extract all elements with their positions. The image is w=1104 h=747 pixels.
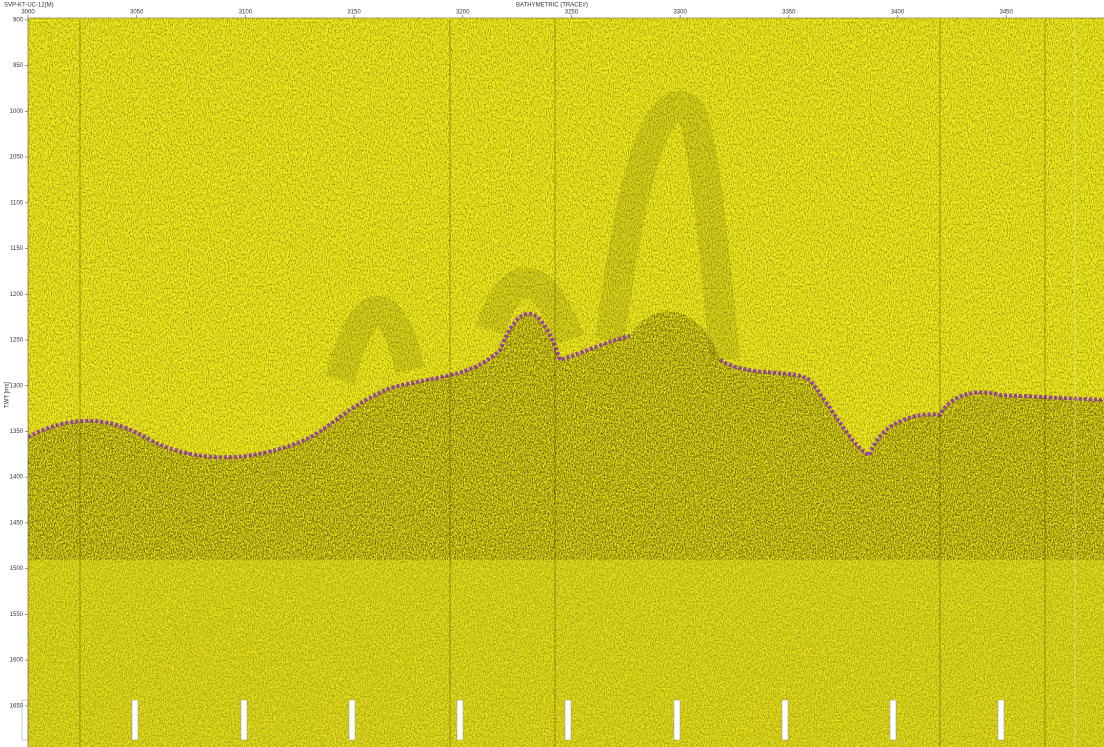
y-tick-label: 950: [13, 63, 24, 69]
y-tick-label: 1500: [10, 566, 24, 572]
x-tick-label: 3300: [673, 10, 687, 16]
x-tick-label: 3150: [347, 10, 361, 16]
y-tick-label: 1000: [10, 109, 24, 115]
x-tick-label: 3450: [1000, 10, 1014, 16]
y-tick-label: 1050: [10, 155, 24, 161]
seismic-texture: [28, 18, 1104, 747]
y-tick-label: 1550: [10, 612, 24, 618]
y-tick-label: 1650: [10, 703, 24, 709]
x-tick-label: 3400: [891, 10, 905, 16]
y-tick-label: 1350: [10, 429, 24, 435]
seismic-section: SVP-KT-UC-12(M) BATHYMETRIC (TRACE#) TWT…: [0, 0, 1104, 747]
y-tick-label: 900: [13, 17, 24, 23]
y-tick-label: 1150: [10, 246, 24, 252]
x-tick-label: 3000: [21, 10, 35, 16]
y-tick-label: 1250: [10, 338, 24, 344]
x-tick-label: 3250: [565, 10, 579, 16]
x-tick-label: 3100: [239, 10, 253, 16]
y-tick-label: 1300: [10, 383, 24, 389]
x-tick-label: 3350: [782, 10, 796, 16]
x-tick-label: 3050: [130, 10, 144, 16]
x-tick-label: 3200: [456, 10, 470, 16]
header-left: SVP-KT-UC-12(M): [4, 3, 54, 9]
page: {"chart_data": {"type": "seismic", "head…: [0, 0, 1104, 747]
header-center: BATHYMETRIC (TRACE#): [516, 3, 588, 9]
y-tick-label: 1600: [10, 658, 24, 664]
y-tick-label: 1100: [10, 200, 24, 206]
y-tick-label: 1400: [10, 475, 24, 481]
y-tick-label: 1200: [10, 292, 24, 298]
y-tick-label: 1450: [10, 520, 24, 526]
